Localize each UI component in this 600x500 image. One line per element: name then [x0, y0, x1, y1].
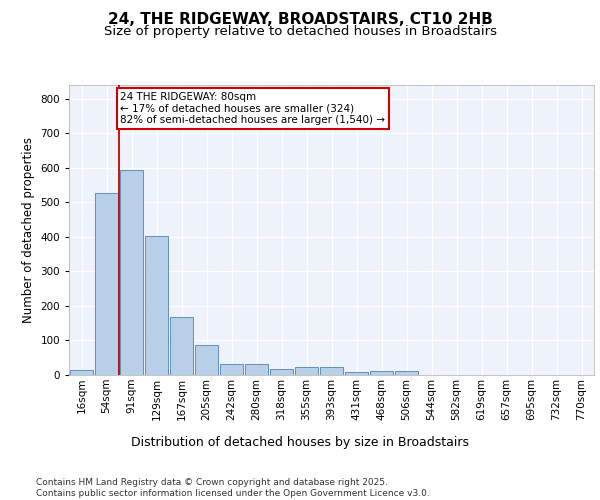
Bar	[95, 192, 118, 375]
Bar	[370, 371, 393, 375]
Bar	[195, 344, 218, 375]
Text: Size of property relative to detached houses in Broadstairs: Size of property relative to detached ho…	[104, 25, 497, 38]
Bar	[170, 317, 193, 375]
Bar	[145, 236, 168, 375]
Text: Distribution of detached houses by size in Broadstairs: Distribution of detached houses by size …	[131, 436, 469, 449]
Bar	[295, 368, 318, 375]
Bar	[395, 371, 418, 375]
Bar	[120, 170, 143, 375]
Text: 24 THE RIDGEWAY: 80sqm
← 17% of detached houses are smaller (324)
82% of semi-de: 24 THE RIDGEWAY: 80sqm ← 17% of detached…	[120, 92, 385, 125]
Bar	[270, 369, 293, 375]
Text: 24, THE RIDGEWAY, BROADSTAIRS, CT10 2HB: 24, THE RIDGEWAY, BROADSTAIRS, CT10 2HB	[107, 12, 493, 28]
Bar	[320, 368, 343, 375]
Bar	[345, 372, 368, 375]
Bar	[245, 364, 268, 375]
Bar	[220, 364, 243, 375]
Text: Contains HM Land Registry data © Crown copyright and database right 2025.
Contai: Contains HM Land Registry data © Crown c…	[36, 478, 430, 498]
Bar	[70, 370, 93, 375]
Y-axis label: Number of detached properties: Number of detached properties	[22, 137, 35, 323]
